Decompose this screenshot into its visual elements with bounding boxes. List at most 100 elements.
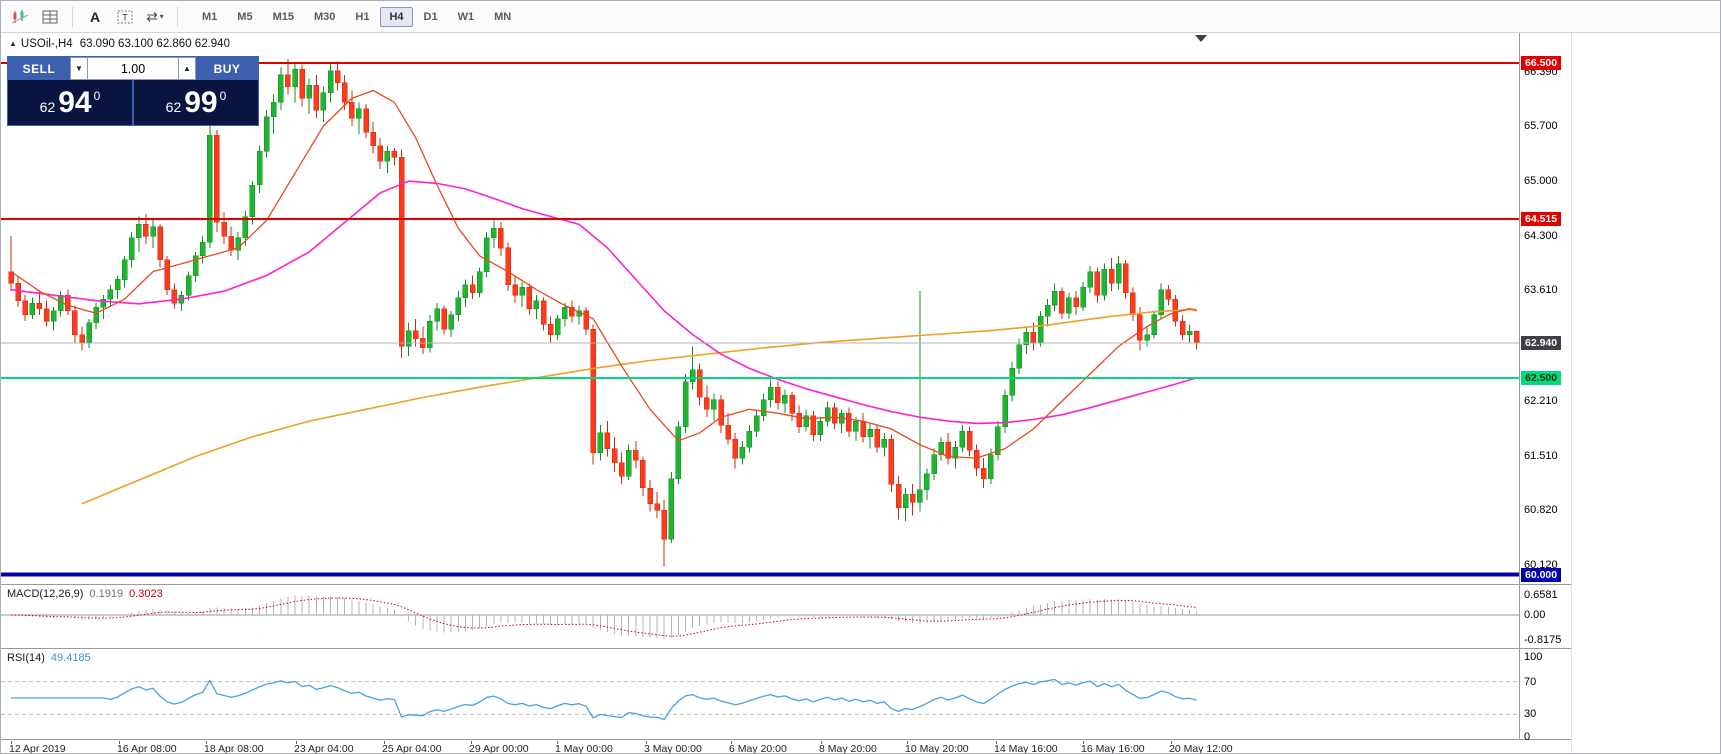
time-axis-label: 14 May 16:00 bbox=[994, 743, 1058, 754]
time-axis-tick bbox=[119, 741, 120, 744]
time-axis-tick bbox=[731, 741, 732, 744]
sell-price[interactable]: 62 94 0 bbox=[8, 80, 132, 125]
time-axis-label: 16 May 16:00 bbox=[1081, 743, 1145, 754]
price-axis-label: 64.300 bbox=[1524, 230, 1558, 243]
market-grid-icon[interactable] bbox=[37, 5, 63, 29]
timeframe-w1[interactable]: W1 bbox=[449, 7, 484, 27]
candlestick-chart bbox=[1, 35, 1519, 577]
macd-histogram bbox=[17, 595, 1198, 640]
rsi-axis-label: 70 bbox=[1524, 675, 1537, 688]
swap-arrows-icon[interactable]: ⇄ ▾ bbox=[142, 5, 168, 29]
buy-price[interactable]: 62 99 0 bbox=[132, 80, 258, 125]
time-axis-tick bbox=[384, 741, 385, 744]
text-box-tool-icon[interactable]: T bbox=[112, 5, 138, 29]
text-box-glyph: T bbox=[117, 10, 133, 23]
price-axis-label: 65.700 bbox=[1524, 119, 1558, 132]
buy-price-pip: 0 bbox=[219, 88, 227, 103]
panel-separator bbox=[1, 739, 1571, 740]
macd-main-value: 0.1919 bbox=[89, 588, 124, 600]
trade-panel-controls: SELL ▼ ▲ BUY bbox=[8, 57, 258, 80]
price-axis-label: 62.210 bbox=[1524, 394, 1558, 407]
volume-input[interactable] bbox=[88, 57, 178, 80]
window-edge bbox=[1571, 33, 1572, 753]
ma-fast-red bbox=[10, 89, 1197, 459]
time-axis-label: 23 Apr 04:00 bbox=[294, 743, 354, 754]
time-axis-tick bbox=[1083, 741, 1084, 744]
toolbar-divider bbox=[177, 6, 178, 27]
macd-signal-value: 0.3023 bbox=[129, 588, 163, 600]
one-click-trading-panel: SELL ▼ ▲ BUY 62 94 0 62 99 0 bbox=[7, 56, 259, 126]
price-axis[interactable]: 66.390 65.700 65.000 64.300 63.610 62.210 61.5… bbox=[1520, 1, 1670, 753]
ma-slow-gold bbox=[81, 308, 1197, 505]
buy-price-big-digits: 99 bbox=[184, 85, 218, 119]
price-axis-label: 65.000 bbox=[1524, 175, 1558, 188]
symbol-period-label: USOil-,H4 bbox=[20, 38, 73, 50]
timeframe-h4[interactable]: H4 bbox=[380, 6, 413, 27]
chevron-down-icon: ▾ bbox=[159, 12, 164, 21]
collapse-marker-icon: ▲ bbox=[9, 39, 17, 48]
time-axis-tick bbox=[471, 741, 472, 744]
sell-price-big-digits: 94 bbox=[58, 85, 92, 119]
timeframe-m30[interactable]: M30 bbox=[305, 7, 344, 27]
ma-medium-magenta bbox=[10, 180, 1197, 425]
panel-separator[interactable] bbox=[1, 648, 1571, 649]
buy-button[interactable]: BUY bbox=[196, 57, 258, 80]
rsi-line bbox=[11, 678, 1197, 721]
sell-button[interactable]: SELL bbox=[8, 57, 70, 80]
time-axis-tick bbox=[907, 741, 908, 744]
price-level-badge: 64.515 bbox=[1521, 212, 1562, 227]
svg-text:T: T bbox=[122, 12, 128, 22]
chart-shift-marker-icon[interactable] bbox=[1195, 35, 1207, 42]
timeframe-h1[interactable]: H1 bbox=[346, 7, 378, 27]
rsi-plot bbox=[1, 650, 1519, 739]
macd-axis-label: -0.8175 bbox=[1524, 634, 1562, 646]
current-price-badge: 62.940 bbox=[1521, 336, 1562, 351]
time-axis-label: 6 May 20:00 bbox=[729, 743, 787, 754]
time-axis-label: 25 Apr 04:00 bbox=[382, 743, 442, 754]
rsi-value: 49.4185 bbox=[50, 652, 91, 664]
time-axis-tick bbox=[1171, 741, 1172, 744]
chart-title: ▲ USOil-,H4 63.090 63.100 62.860 62.940 bbox=[9, 38, 230, 50]
price-axis-label: 60.820 bbox=[1524, 504, 1558, 517]
candles bbox=[8, 59, 1200, 567]
ohlc-values: 63.090 63.100 62.860 62.940 bbox=[79, 38, 230, 50]
rsi-axis-label: 0 bbox=[1524, 731, 1531, 743]
macd-axis-label: 0.00 bbox=[1524, 609, 1546, 621]
price-level-badge: 62.500 bbox=[1521, 370, 1562, 385]
toolbar-divider bbox=[72, 6, 73, 27]
toolbar: A T ⇄ ▾ M1 M5 M15 M30 H1 H4 D1 W1 MN bbox=[1, 1, 1720, 33]
time-axis[interactable]: 12 Apr 2019 16 Apr 08:00 18 Apr 08:00 23 Ap… bbox=[1, 741, 1571, 754]
candlestick-chart-glyph bbox=[11, 9, 29, 23]
time-axis-label: 3 May 00:00 bbox=[644, 743, 702, 754]
swap-glyph: ⇄ bbox=[146, 8, 158, 24]
time-axis-label: 10 May 20:00 bbox=[905, 743, 969, 754]
price-level-badge: 60.000 bbox=[1521, 567, 1562, 582]
macd-label: MACD(12,26,9) 0.1919 0.3023 bbox=[7, 588, 163, 600]
volume-decrease-button[interactable]: ▼ bbox=[70, 57, 88, 80]
time-axis-tick bbox=[646, 741, 647, 744]
candlestick-chart-icon[interactable] bbox=[7, 5, 33, 29]
macd-signal-line bbox=[10, 597, 1197, 637]
timeframe-m15[interactable]: M15 bbox=[264, 7, 303, 27]
time-axis-label: 29 Apr 00:00 bbox=[469, 743, 529, 754]
timeframe-toolbar: M1 M5 M15 M30 H1 H4 D1 W1 MN bbox=[193, 6, 520, 27]
rsi-axis-label: 100 bbox=[1524, 651, 1543, 663]
time-axis-label: 8 May 20:00 bbox=[819, 743, 877, 754]
panel-separator[interactable] bbox=[1, 584, 1571, 585]
macd-chart bbox=[1, 595, 1519, 640]
macd-axis-label: 0.6581 bbox=[1524, 589, 1558, 601]
time-axis-tick bbox=[557, 741, 558, 744]
rsi-chart bbox=[1, 678, 1519, 721]
time-axis-label: 20 May 12:00 bbox=[1169, 743, 1233, 754]
timeframe-m1[interactable]: M1 bbox=[193, 7, 226, 27]
buy-price-handle: 62 bbox=[165, 98, 182, 115]
text-label-tool[interactable]: A bbox=[82, 5, 108, 29]
time-axis-label: 1 May 00:00 bbox=[555, 743, 613, 754]
volume-increase-button[interactable]: ▲ bbox=[178, 57, 196, 80]
timeframe-mn[interactable]: MN bbox=[485, 7, 520, 27]
timeframe-m5[interactable]: M5 bbox=[228, 7, 261, 27]
timeframe-d1[interactable]: D1 bbox=[415, 7, 447, 27]
trade-panel-prices: 62 94 0 62 99 0 bbox=[8, 80, 258, 125]
rsi-label: RSI(14) 49.4185 bbox=[7, 652, 91, 664]
